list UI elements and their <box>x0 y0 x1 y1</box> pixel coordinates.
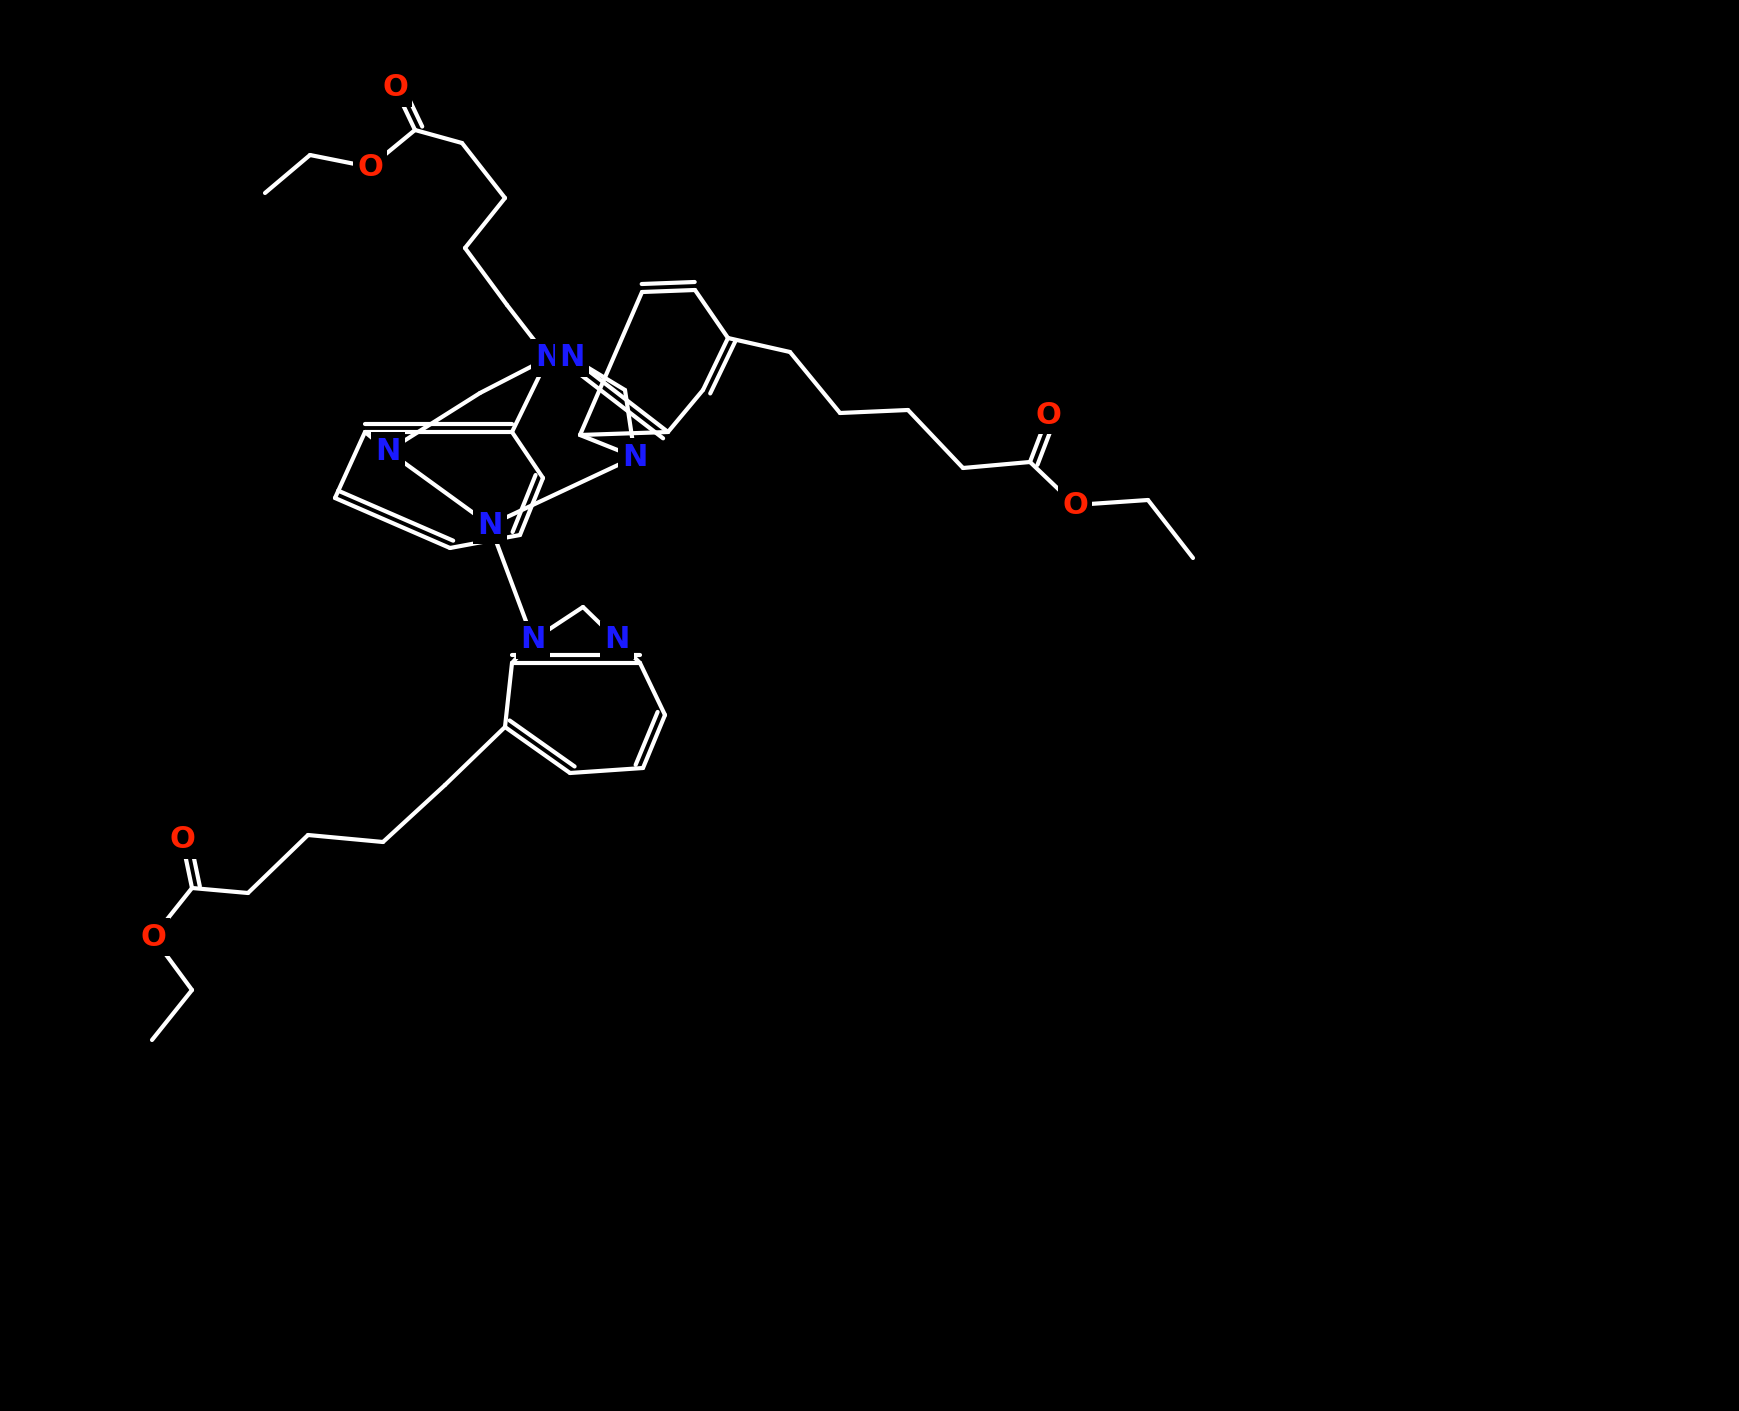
Text: O: O <box>139 923 165 951</box>
Text: N: N <box>558 343 584 373</box>
Text: O: O <box>356 152 383 182</box>
Text: N: N <box>476 511 503 539</box>
Text: N: N <box>623 443 647 471</box>
Text: O: O <box>1035 401 1061 429</box>
Text: N: N <box>376 436 400 466</box>
Text: N: N <box>536 343 560 373</box>
Text: N: N <box>520 625 546 655</box>
Text: O: O <box>1061 491 1087 519</box>
Text: O: O <box>383 73 407 103</box>
Text: O: O <box>169 825 195 855</box>
Text: N: N <box>603 625 630 655</box>
